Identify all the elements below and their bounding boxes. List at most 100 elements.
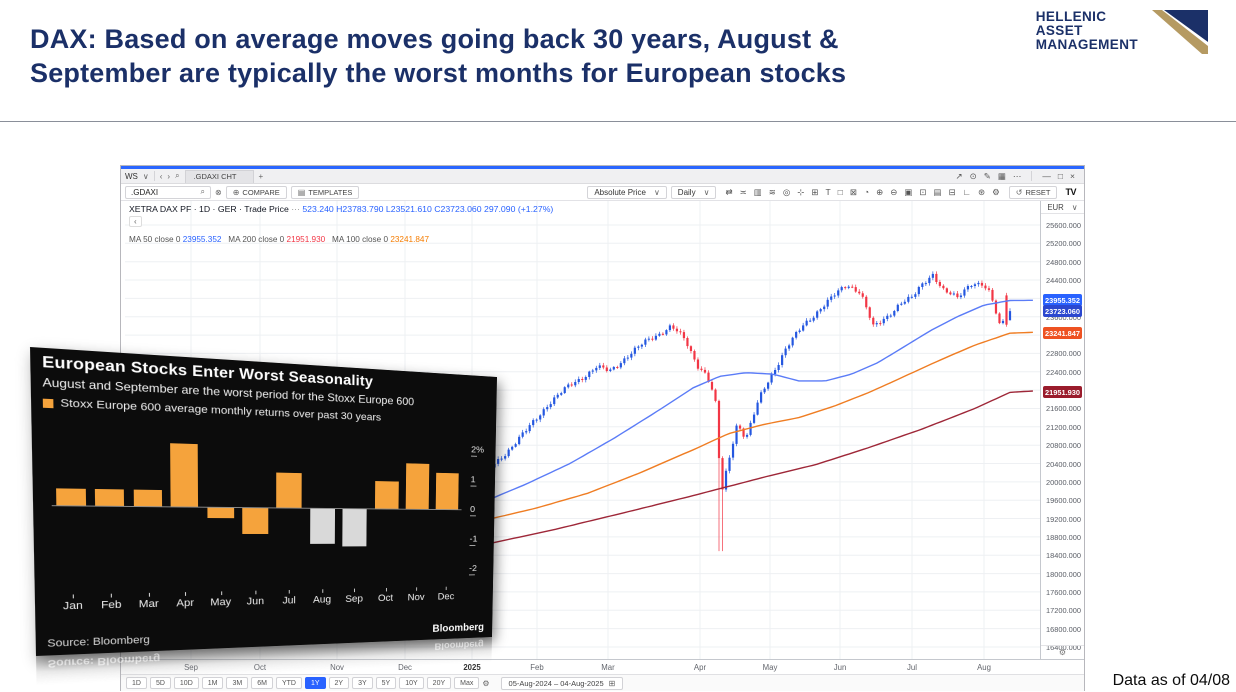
range-button-max[interactable]: Max [454,677,480,689]
range-button-10y[interactable]: 10Y [399,677,424,689]
range-button-1d[interactable]: 1D [126,677,147,689]
range-button-5d[interactable]: 5D [149,677,171,689]
range-button-1m[interactable]: 1M [201,677,224,689]
month-label-jul: Jul [282,595,296,607]
angle-icon[interactable]: ∟ [962,187,972,197]
titlebar-right-icons: ↗ ⊙ ✎ ▦ ⋯ [950,171,1026,182]
ma50-label: MA 50 close 0 [129,235,181,244]
flag-tool-icon[interactable]: ⊠ [849,186,857,197]
bar-dec [436,472,460,510]
range-button-5y[interactable]: 5Y [375,677,397,689]
range-button-2y[interactable]: 2Y [328,677,350,689]
settings-icon[interactable]: ⚙ [992,186,1000,197]
close-icon[interactable]: × [1070,171,1075,181]
search-icon[interactable]: ⌕ [175,171,180,180]
tradingview-logo[interactable]: TV [1065,187,1076,197]
range-button-6m[interactable]: 6M [251,677,273,689]
time-axis-label-sep: Sep [184,663,198,672]
compare-arrows-icon[interactable]: ⇄ [725,186,733,197]
bar-sep [342,509,367,547]
range-button-3m[interactable]: 3M [226,677,249,689]
y-axis-tick [470,455,477,457]
forward-icon[interactable]: › [167,171,171,181]
window-icon[interactable]: ⊡ [919,186,927,197]
month-label-may: May [210,596,232,609]
slide-title-line2: September are typically the worst months… [30,58,847,88]
bar-feb [95,488,125,506]
month-tick [148,592,150,597]
bar-style-icon[interactable]: ▥ [753,186,762,197]
range-settings-icon[interactable]: ⚙ [482,678,490,688]
clock-icon[interactable]: ◔ [863,187,870,197]
templates-button[interactable]: ▤ TEMPLATES [290,185,360,199]
minimize-icon[interactable]: — [1042,171,1051,181]
new-tab-icon[interactable]: + [258,171,264,181]
legend-symbol[interactable]: XETRA DAX PF · 1D · GER · Trade Price [129,204,289,214]
legend-ma-row: MA 50 close 0 23955.352 MA 200 close 0 2… [129,235,553,244]
ma200-value: 21951.930 [286,235,326,244]
range-button-ytd[interactable]: YTD [275,677,302,689]
time-axis[interactable]: Sep Oct Nov Dec 2025 Feb Mar Apr May Jun Jul Aug [121,659,1084,674]
radial-icon[interactable]: ⊛ [978,186,986,197]
indicator-wave-icon[interactable]: ≋ [768,186,776,197]
range-button-10d[interactable]: 10D [173,677,199,689]
scales-icon[interactable]: ≍ [739,186,747,197]
month-label-feb: Feb [100,599,122,612]
help-icon[interactable]: ⊙ [969,170,977,181]
month-label-oct: Oct [377,592,394,604]
symbol-search-icon[interactable]: ⌕ [200,187,205,196]
symbol-clear-icon[interactable]: ⊗ [215,187,222,197]
more-icon[interactable]: ⋯ [1012,170,1022,181]
time-axis-label-jul: Jul [907,663,917,672]
reset-button[interactable]: ↺ RESET [1008,185,1058,199]
interval-select[interactable]: Daily ∨ [670,185,717,199]
symbol-search-input[interactable]: .GDAXI ⌕ [125,185,211,199]
maximize-icon[interactable]: □ [1057,171,1064,181]
month-tick [255,590,257,595]
legend-collapse-button[interactable]: ‹ [129,216,142,227]
target-icon[interactable]: ◎ [782,186,791,197]
text-tool-icon[interactable]: T [825,187,831,197]
time-axis-label-feb: Feb [530,663,544,672]
legend-more-icon[interactable]: ··· [291,204,300,214]
window-titlebar[interactable]: WS ∨ ‹ › ⌕ .GDAXI CHT + ↗ ⊙ ✎ ▦ ⋯ — □ × [121,169,1084,184]
workspace-label[interactable]: WS [125,171,138,181]
price-axis[interactable]: EUR ∨ 16400.000 16800.000 17200.000 17600.0… [1040,201,1084,659]
bar-jan [56,487,87,506]
y-axis-label--1: -1 [469,534,478,545]
zoom-in-icon[interactable]: ⊕ [876,186,884,197]
compare-button[interactable]: ⊕ COMPARE [225,185,287,199]
y-axis-tick [469,544,476,546]
time-axis-label-dec: Dec [398,663,412,672]
back-icon[interactable]: ‹ [159,171,163,181]
notes-icon[interactable]: ⊟ [948,186,956,197]
bar-jul [276,472,303,508]
chart-grid-icon[interactable]: ▤ [933,186,942,197]
workspace-caret-icon[interactable]: ∨ [142,171,149,181]
crosshair-icon[interactable]: ⊹ [797,186,805,197]
price-tick: 21600.000 [1046,404,1081,414]
price-tick: 25200.000 [1046,239,1081,249]
edit-icon[interactable]: ✎ [983,170,991,181]
zoom-out-icon[interactable]: ⊖ [890,186,898,197]
price-mode-select[interactable]: Absolute Price ∨ [587,185,667,199]
share-icon[interactable]: ↗ [955,170,963,181]
chart-tab[interactable]: .GDAXI CHT [184,169,254,183]
layout-grid-icon[interactable]: ▦ [997,170,1006,181]
price-tick: 16400.000 [1046,642,1081,652]
range-button-1y[interactable]: 1Y [304,677,326,689]
company-logo-text: HELLENIC ASSET MANAGEMENT [1035,9,1138,52]
rectangle-tool-icon[interactable]: □ [837,187,843,197]
price-axis-currency[interactable]: EUR ∨ [1041,201,1084,214]
price-tick: 25600.000 [1046,220,1081,230]
panel-icon[interactable]: ▣ [904,186,913,197]
chart-tool-icons: ⇄ ≍ ▥ ≋ ◎ ⊹ ⊞ T □ ⊠ ◔ ⊕ ⊖ ▣ ⊡ ▤ ⊟ ∟ ⊛ ⚙ [720,187,1004,198]
y-axis-tick [470,485,477,487]
price-axis-settings-icon[interactable]: ⚙ [1041,645,1084,659]
date-range-picker[interactable]: 05-Aug-2024 – 04-Aug-2025 ⊞ [500,676,624,690]
range-button-3y[interactable]: 3Y [352,677,373,689]
annotation-icon[interactable]: ⊞ [811,186,819,197]
month-label-sep: Sep [345,593,364,605]
legend-open: 523.240 [302,204,334,214]
range-button-20y[interactable]: 20Y [426,677,452,689]
